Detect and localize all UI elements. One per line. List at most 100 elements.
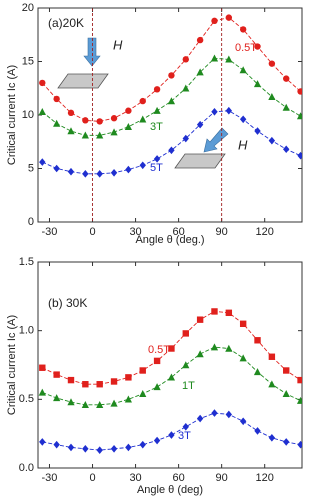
data-point [110, 115, 118, 122]
data-point [182, 361, 190, 369]
data-point [211, 409, 218, 417]
data-point [110, 128, 118, 136]
y-tick-label: 0 [28, 216, 34, 228]
data-point [96, 401, 104, 409]
data-point [153, 86, 161, 93]
data-point [96, 131, 104, 139]
data-point [225, 410, 233, 419]
data-point [167, 97, 176, 105]
data-point [81, 131, 89, 139]
plot-frame [37, 7, 303, 223]
data-point [297, 88, 302, 95]
fit-line [41, 17, 301, 122]
y-tick-label: 20 [22, 2, 34, 14]
x-tick-label: 90 [216, 472, 228, 484]
data-point [211, 17, 218, 25]
data-point [96, 170, 103, 178]
x-tick-label: 120 [256, 472, 274, 484]
data-point [297, 440, 302, 449]
data-point [110, 168, 118, 177]
data-point [139, 97, 146, 105]
data-point [82, 170, 89, 178]
data-point [125, 374, 132, 381]
series-label: 0.5T [235, 42, 257, 54]
data-point [182, 330, 189, 337]
data-point [96, 446, 103, 454]
data-point [39, 79, 46, 87]
data-point [283, 438, 290, 446]
data-point [82, 117, 89, 124]
data-point [67, 167, 75, 176]
data-point [296, 112, 302, 120]
x-tick-label: 0 [89, 472, 95, 484]
data-point [53, 371, 60, 378]
data-point [125, 165, 132, 174]
data-point [196, 36, 204, 44]
data-point [168, 345, 175, 352]
data-point [110, 399, 118, 407]
y-tick-label: 0.0 [19, 462, 34, 474]
data-point [283, 75, 290, 82]
series-label: 0.5T [148, 344, 170, 356]
panel: 0 5 10 15 20 -30 0 30 60 90 120 (a)20K Angle θ (deg.… [6, 2, 303, 246]
plot-frame [37, 261, 303, 469]
data-point [253, 80, 262, 88]
data-point [239, 354, 247, 362]
x-tick-label: 0 [89, 226, 95, 238]
data-point [53, 95, 60, 103]
data-point [39, 364, 46, 371]
y-axis-label: Critical current Ic (A) [6, 315, 18, 415]
data-point [297, 151, 302, 160]
data-point [225, 55, 233, 63]
data-point [82, 444, 89, 453]
data-point [253, 368, 262, 376]
data-point [225, 344, 233, 352]
data-point [39, 158, 46, 166]
annotation: H [238, 137, 248, 152]
data-point [268, 136, 276, 145]
data-point [38, 388, 46, 396]
data-point [225, 14, 233, 21]
data-point [196, 120, 204, 129]
data-point [268, 60, 276, 67]
data-point [53, 119, 61, 127]
data-point [196, 350, 204, 358]
x-tick-label: 30 [129, 226, 141, 238]
chart: 0 5 10 15 20 -30 0 30 60 90 120 (a)20K Angle θ (deg.… [6, 2, 303, 496]
data-point [110, 444, 118, 453]
data-point [139, 115, 147, 123]
x-tick-label: 60 [172, 226, 184, 238]
data-point [67, 109, 75, 117]
y-axis-label: Critical current Ic (A) [6, 65, 18, 165]
series-label: 3T [178, 430, 191, 442]
data-point [182, 134, 189, 143]
data-point [53, 164, 60, 173]
data-point [225, 309, 233, 317]
panel: 0.0 0.5 1.0 1.5 -30 0 30 60 90 120 (b) 30K Angle θ … [6, 256, 303, 496]
data-point [196, 414, 204, 423]
x-tick-label: 30 [129, 472, 141, 484]
data-point [124, 395, 132, 403]
data-point [282, 103, 290, 111]
data-point [297, 376, 302, 384]
data-point [239, 66, 247, 74]
fit-line [42, 110, 301, 175]
data-point [67, 443, 75, 452]
data-point [153, 357, 161, 365]
data-point [124, 122, 132, 130]
data-point [196, 316, 204, 323]
data-point [283, 145, 290, 154]
data-point [96, 381, 103, 388]
data-point [67, 127, 75, 135]
data-point [139, 440, 146, 449]
x-axis-label: Angle θ (deg) [137, 484, 203, 496]
data-point [53, 394, 61, 402]
data-point [239, 26, 247, 33]
data-point [139, 367, 146, 374]
x-tick-label: 120 [256, 226, 274, 238]
x-tick-label: -30 [42, 226, 58, 238]
data-point [254, 127, 261, 135]
y-tick-label: 1.0 [19, 325, 34, 337]
panel-title: (b) 30K [48, 296, 87, 310]
data-point [182, 56, 189, 63]
